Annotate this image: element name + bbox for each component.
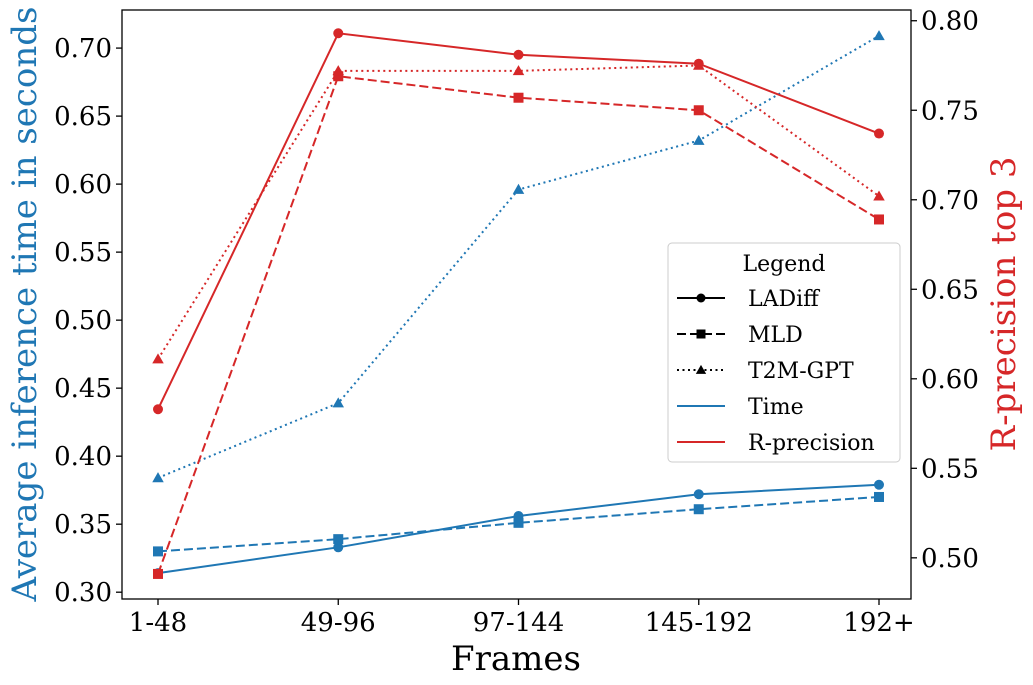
right-y-tick-label: 0.65 [921, 275, 979, 305]
series-mld-r-precision [153, 71, 884, 579]
data-point-ladiff-r-precision [513, 49, 524, 60]
data-point-t2m-gpt-r-precision [512, 65, 525, 76]
right-axis-title: R-precision top 3 [984, 157, 1024, 452]
legend-entry: Time [677, 395, 804, 420]
data-point-mld-time [874, 491, 884, 502]
x-tick-label: 192+ [843, 608, 914, 638]
left-y-tick-label: 0.45 [54, 374, 112, 404]
data-point-mld-r-precision [693, 105, 704, 116]
data-point-t2m-gpt-r-precision [873, 190, 885, 201]
data-point-t2m-gpt-time [152, 472, 164, 483]
data-point-mld-r-precision [513, 92, 524, 103]
legend: Legend LADiff MLD T2M-GPT Time R-precision [667, 242, 901, 463]
x-tick-label: 97-144 [473, 608, 565, 638]
right-y-tick-label: 0.55 [921, 454, 979, 484]
data-point-mld-time [513, 517, 524, 528]
data-point-ladiff-r-precision [874, 128, 884, 139]
right-y-tick-label: 0.50 [921, 544, 979, 574]
right-y-tick-label: 0.70 [921, 186, 979, 216]
data-point-t2m-gpt-time [332, 397, 344, 408]
data-point-t2m-gpt-time [512, 183, 525, 194]
left-y-tick-label: 0.55 [54, 238, 112, 268]
right-y-tick-label: 0.75 [921, 96, 979, 126]
left-y-tick-label: 0.65 [54, 102, 112, 132]
data-point-ladiff-r-precision [333, 28, 344, 39]
legend-marker [696, 329, 706, 339]
legend-marker [696, 293, 706, 303]
legend-label: R-precision [748, 431, 875, 456]
legend-box [667, 242, 901, 463]
data-point-mld-time [153, 546, 163, 557]
legend-label: T2M-GPT [748, 359, 854, 384]
data-point-mld-time [333, 534, 344, 545]
left-y-tick-label: 0.50 [54, 306, 112, 336]
data-point-mld-r-precision [153, 568, 163, 579]
series-mld-time [153, 491, 884, 557]
data-point-mld-time [693, 504, 704, 515]
right-y-tick-label: 0.60 [921, 365, 979, 395]
data-point-mld-r-precision [874, 214, 884, 225]
left-y-tick-label: 0.60 [54, 170, 112, 200]
series-t2m-gpt-time [152, 30, 885, 483]
legend-marker [695, 364, 707, 374]
legend-entry: T2M-GPT [677, 359, 854, 384]
x-axis: 1-48 49-96 97-144 145-192 192+ [129, 599, 915, 638]
data-point-ladiff-time [874, 479, 884, 490]
data-point-ladiff-time [333, 542, 344, 553]
x-tick-label: 1-48 [129, 608, 187, 638]
legend-entries: LADiff MLD T2M-GPT Time R-precision [677, 287, 875, 456]
data-point-mld-r-precision [333, 71, 344, 82]
left-y-tick-label: 0.30 [54, 578, 112, 608]
legend-label: MLD [748, 323, 803, 348]
x-tick-label: 145-192 [645, 608, 753, 638]
x-tick-label: 49-96 [301, 608, 376, 638]
legend-entry: MLD [677, 323, 803, 348]
data-point-t2m-gpt-r-precision [693, 59, 705, 70]
series-line-mld-time [157, 495, 880, 553]
left-y-axis: 0.30 0.35 0.40 0.45 0.50 0.55 0.60 0.65 0.70 [54, 34, 122, 608]
right-y-tick-label: 0.80 [921, 7, 979, 37]
data-point-ladiff-r-precision [153, 404, 163, 415]
data-point-t2m-gpt-r-precision [332, 65, 344, 76]
data-point-ladiff-time [693, 489, 704, 500]
legend-label: LADiff [748, 287, 820, 312]
series-line-t2m-gpt-r-precision [157, 64, 880, 360]
series-layer [152, 28, 885, 579]
left-y-tick-label: 0.40 [54, 442, 112, 472]
data-point-t2m-gpt-time [873, 30, 885, 41]
left-y-tick-label: 0.70 [54, 34, 112, 64]
data-point-t2m-gpt-r-precision [152, 353, 164, 364]
left-y-tick-label: 0.35 [54, 510, 112, 540]
legend-title: Legend [743, 252, 826, 277]
left-axis-title: Average inference time in seconds [5, 7, 45, 603]
series-t2m-gpt-r-precision [152, 59, 885, 364]
x-axis-title: Frames [451, 639, 581, 679]
right-y-axis: 0.50 0.55 0.60 0.65 0.70 0.75 0.80 [911, 7, 979, 574]
data-point-t2m-gpt-time [693, 134, 705, 145]
legend-entry: R-precision [677, 431, 875, 456]
legend-label: Time [748, 395, 804, 420]
legend-entry: LADiff [677, 287, 820, 312]
